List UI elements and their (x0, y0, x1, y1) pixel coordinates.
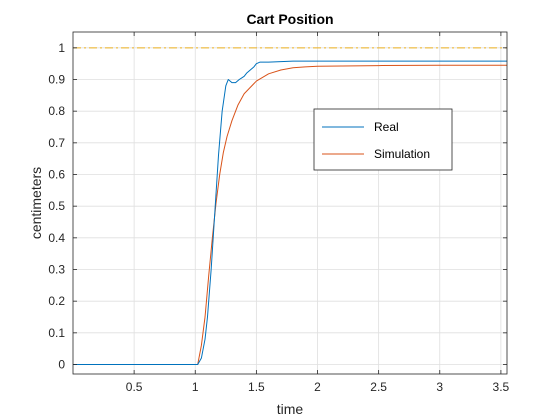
grid-lines (73, 32, 507, 374)
x-tick-label: 1 (192, 380, 199, 394)
legend-label-real: Real (374, 120, 399, 134)
y-axis-label: centimeters (28, 167, 44, 239)
series-line-simulation (73, 64, 507, 365)
y-tick-label: 0.9 (48, 73, 65, 87)
x-tick-label: 0.5 (126, 380, 143, 394)
y-tick-label: 0.2 (48, 294, 65, 308)
y-tick-label: 0.4 (48, 231, 65, 245)
x-tick-label: 1.5 (248, 380, 265, 394)
legend-box (313, 108, 453, 171)
series-line-real (73, 60, 507, 365)
y-tick-label: 0.8 (48, 104, 65, 118)
plot-area (73, 32, 507, 374)
x-axis-label: time (277, 401, 304, 417)
y-tick-label: 0.6 (48, 168, 65, 182)
x-tick-label: 3.5 (493, 380, 510, 394)
x-tick-label: 2.5 (370, 380, 387, 394)
y-tick-label: 0.7 (48, 136, 65, 150)
x-tick-label: 3 (436, 380, 443, 394)
x-tick-label: 2 (314, 380, 321, 394)
legend: Real Simulation (313, 108, 453, 171)
chart-title: Cart Position (246, 11, 333, 27)
y-tick-label: 0 (58, 358, 65, 372)
y-tick-label: 1 (58, 41, 65, 55)
axis-ticks (73, 32, 507, 374)
y-tick-label: 0.5 (48, 199, 65, 213)
y-tick-label: 0.1 (48, 326, 65, 340)
legend-label-simulation: Simulation (374, 147, 430, 161)
tick-labels: 0.5 1 1.5 2 2.5 3 3.5 0 0.1 0.2 0.3 0.4 0.5 0.6 0.7 0.8… (48, 41, 509, 394)
plot-frame (72, 31, 508, 375)
y-tick-label: 0.3 (48, 263, 65, 277)
series-layer (73, 47, 507, 365)
